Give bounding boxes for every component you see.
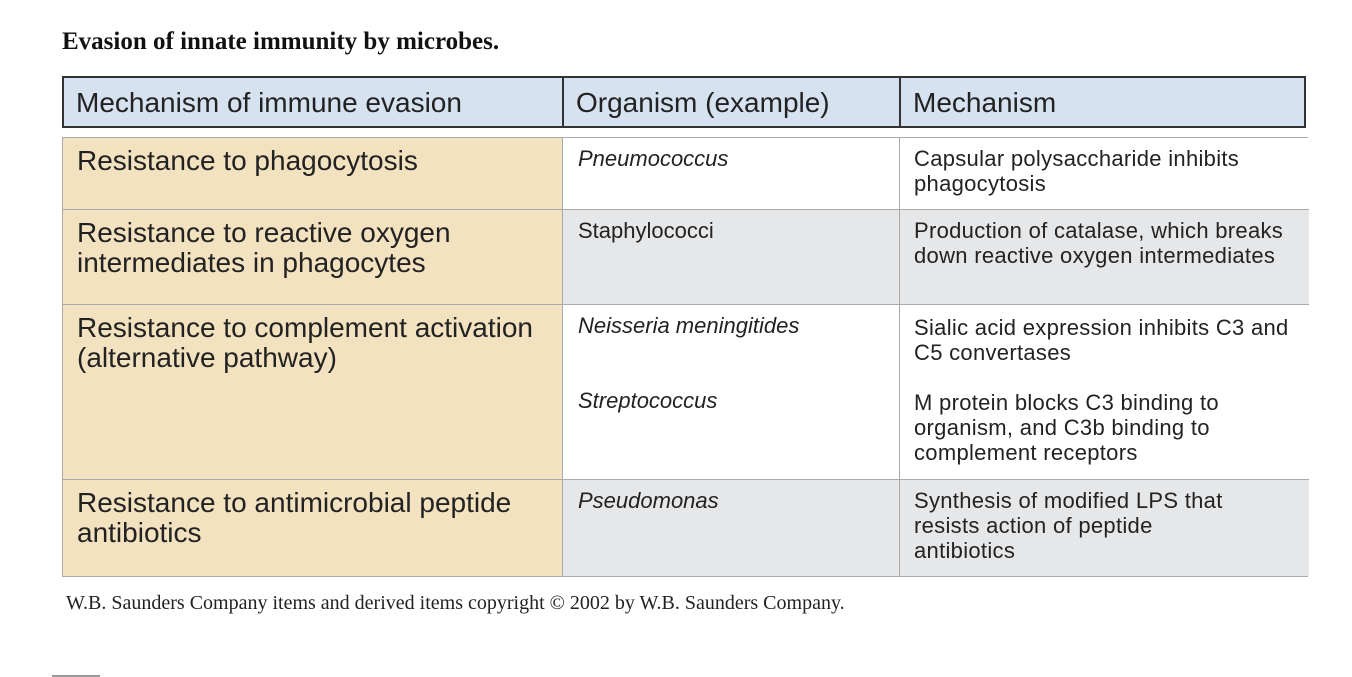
table-cell-organism: Pseudomonas xyxy=(563,480,900,576)
table-cell-organism: Staphylococci xyxy=(563,210,900,305)
organism-streptococcus: Streptococcus xyxy=(578,388,718,413)
header-divider xyxy=(899,78,901,126)
table-cell-mechanism: Production of catalase, which breaks dow… xyxy=(900,210,1309,305)
table-cell-mechanism: Synthesis of modified LPS that resists a… xyxy=(900,480,1309,576)
table-cell-organism: Neisseria meningitides Streptococcus xyxy=(563,305,900,480)
mechanism-sialic-acid: Sialic acid expression inhibits C3 and C… xyxy=(914,315,1289,365)
table-cell-mechanism: Sialic acid expression inhibits C3 and C… xyxy=(900,305,1309,480)
header-evasion: Mechanism of immune evasion xyxy=(76,87,462,118)
table-cell-evasion: Resistance to phagocytosis xyxy=(63,138,563,210)
table-body: Resistance to phagocytosis Pneumococcus … xyxy=(62,137,1309,577)
header-organism: Organism (example) xyxy=(576,87,830,118)
table-cell-mechanism: Capsular polysaccharide inhibits phagocy… xyxy=(900,138,1309,210)
divider xyxy=(52,675,100,677)
table-header: Mechanism of immune evasion Organism (ex… xyxy=(62,76,1306,128)
organism-neisseria: Neisseria meningitides xyxy=(578,313,800,338)
copyright-footer: W.B. Saunders Company items and derived … xyxy=(66,592,845,614)
header-divider xyxy=(562,78,564,126)
table-cell-organism: Pneumococcus xyxy=(563,138,900,210)
mechanism-m-protein: M protein blocks C3 binding to organism,… xyxy=(914,390,1219,465)
table-cell-evasion: Resistance to complement activation (alt… xyxy=(63,305,563,480)
table-cell-evasion: Resistance to reactive oxygen intermedia… xyxy=(63,210,563,305)
table-cell-evasion: Resistance to antimicrobial peptide anti… xyxy=(63,480,563,576)
table-title: Evasion of innate immunity by microbes. xyxy=(62,28,500,55)
header-mechanism: Mechanism xyxy=(913,87,1057,118)
